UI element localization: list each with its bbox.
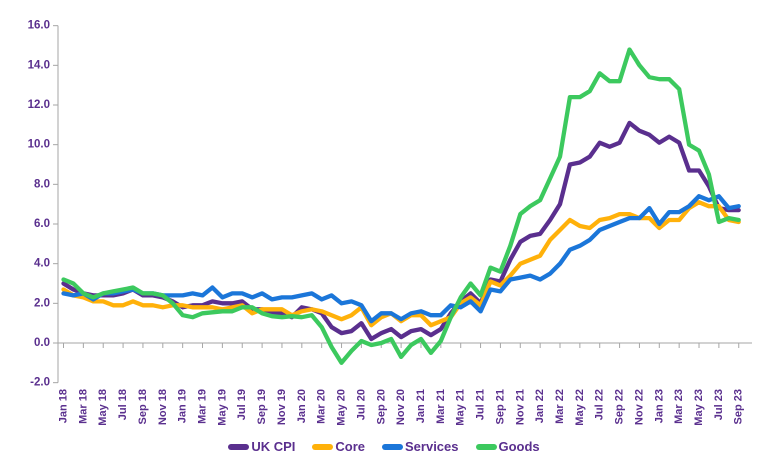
series-line-services	[61, 194, 741, 324]
x-axis-tick-label: Sep 18	[137, 389, 149, 424]
x-axis-tick-label: Jan 18	[58, 389, 70, 423]
x-axis-tick-label: May 18	[97, 389, 109, 426]
x-axis-tick-label: Mar 22	[554, 389, 566, 424]
x-axis-tick-label: Jul 18	[117, 389, 129, 420]
x-axis-tick-label: Mar 23	[673, 389, 685, 424]
y-axis-tick-label: 4.0	[34, 258, 50, 270]
x-axis-tick-label: Nov 19	[276, 389, 288, 425]
y-axis-tick-label: 8.0	[34, 178, 50, 190]
x-axis-tick-label: May 22	[574, 389, 586, 426]
x-axis-tick-label: Nov 20	[395, 389, 407, 425]
x-axis-tick-label: Jan 20	[296, 389, 308, 423]
legend-label-services: Services	[405, 439, 459, 454]
x-axis-tick-label: Mar 20	[316, 389, 328, 424]
y-axis-tick-label: 2.0	[34, 297, 50, 309]
x-axis-tick-label: May 19	[216, 389, 228, 426]
y-axis-tick-label: 14.0	[28, 59, 50, 71]
legend-item-uk-cpi: UK CPI	[228, 440, 295, 454]
chart-legend: UK CPI Core Services Goods	[0, 440, 768, 454]
x-axis-tick-label: Sep 22	[614, 389, 626, 424]
y-axis-tick-label: -2.0	[30, 377, 50, 389]
x-axis-tick-label: Sep 23	[733, 389, 745, 424]
legend-swatch-services	[382, 444, 403, 450]
legend-swatch-core	[312, 444, 334, 450]
x-axis-tick-label: Sep 20	[375, 389, 387, 424]
x-axis-tick-label: Jan 19	[177, 389, 189, 423]
series-line-goods	[61, 47, 741, 365]
x-axis-tick-label: Jul 20	[355, 389, 367, 420]
x-axis-tick-label: Jul 21	[475, 389, 487, 420]
x-axis-tick-label: Mar 21	[435, 389, 447, 424]
legend-swatch-uk-cpi	[228, 444, 250, 450]
legend-label-goods: Goods	[498, 439, 540, 454]
legend-item-services: Services	[382, 440, 459, 454]
y-axis-tick-label: 10.0	[28, 139, 50, 151]
x-axis-tick-label: Jan 22	[534, 389, 546, 423]
x-axis-tick-label: Jul 22	[594, 389, 606, 420]
legend-swatch-goods	[475, 444, 497, 450]
x-axis-tick-label: Mar 18	[77, 389, 89, 424]
legend-item-core: Core	[312, 440, 365, 454]
x-axis-tick-label: Sep 19	[256, 389, 268, 424]
x-axis-tick-label: May 20	[336, 389, 348, 426]
y-axis-tick-label: 16.0	[28, 20, 50, 32]
x-axis-tick-label: Jul 19	[236, 389, 248, 420]
x-axis-tick-label: Jan 21	[415, 389, 427, 423]
x-axis-tick-label: May 21	[455, 389, 467, 426]
legend-label-core: Core	[335, 439, 365, 454]
x-axis-tick-label: Sep 21	[494, 389, 506, 424]
y-axis-tick-label: 0.0	[34, 337, 50, 349]
x-axis-tick-label: Nov 21	[514, 389, 526, 425]
x-axis-tick-label: Jan 23	[653, 389, 665, 423]
x-axis-tick-label: May 23	[693, 389, 705, 426]
x-axis-tick-label: Jul 23	[713, 389, 725, 420]
y-axis-tick-label: 6.0	[34, 218, 50, 230]
legend-label-uk-cpi: UK CPI	[251, 439, 296, 454]
y-axis-tick-label: 12.0	[28, 99, 50, 111]
x-axis-tick-label: Mar 19	[197, 389, 209, 424]
x-axis-tick-label: Nov 18	[157, 389, 169, 425]
series-line-core	[61, 200, 741, 328]
x-axis-tick-label: Nov 22	[633, 389, 645, 425]
legend-item-goods: Goods	[475, 439, 540, 454]
